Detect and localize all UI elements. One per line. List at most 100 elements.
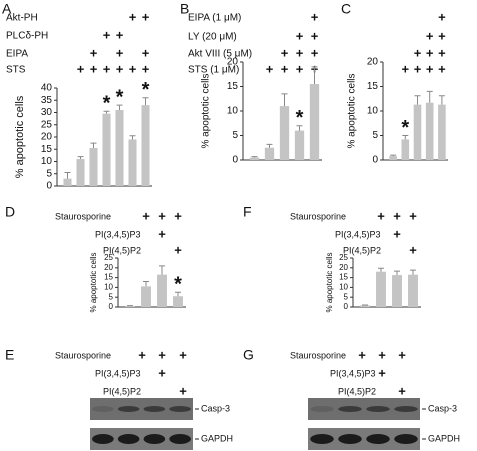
condition-mark: + <box>174 242 182 257</box>
error-bar <box>394 270 400 276</box>
condition-mark: + <box>179 383 187 398</box>
condition-label: PI(4,5)P2 <box>103 245 141 255</box>
bar <box>249 157 260 160</box>
error-bar <box>251 156 258 158</box>
y-tick-label: 40 <box>41 83 53 94</box>
condition-mark: + <box>142 45 150 60</box>
blot-band <box>143 406 166 412</box>
significance-star: * <box>401 117 409 139</box>
error-bar <box>402 135 409 140</box>
panel-label: G <box>243 347 254 363</box>
condition-mark: + <box>158 226 166 241</box>
condition-mark: + <box>414 45 422 60</box>
condition-mark: + <box>281 45 289 60</box>
condition-mark: + <box>129 9 137 24</box>
y-tick-label: 25 <box>104 253 113 262</box>
error-bar <box>142 97 149 106</box>
y-tick-label: 20 <box>104 263 113 272</box>
condition-label: Staurosporine <box>290 211 346 221</box>
condition-mark: + <box>296 28 304 43</box>
condition-mark: + <box>77 61 85 76</box>
condition-mark: + <box>398 347 406 362</box>
y-tick-label: 10 <box>367 106 379 117</box>
blot-strip <box>90 398 193 420</box>
condition-mark: + <box>296 45 304 60</box>
blot-strip <box>308 398 420 420</box>
y-tick-label: 5 <box>109 292 114 301</box>
condition-mark: + <box>174 208 182 223</box>
y-axis-label: % apoptotic cells <box>89 252 98 312</box>
condition-mark: + <box>142 61 150 76</box>
bar <box>115 110 124 186</box>
condition-mark: + <box>158 208 166 223</box>
blot-band <box>310 434 334 444</box>
bar <box>141 105 150 186</box>
condition-mark: + <box>158 365 166 380</box>
y-axis-label: % apoptotic cells <box>201 73 212 148</box>
condition-mark: + <box>90 45 98 60</box>
blot-band <box>338 406 362 412</box>
condition-mark: + <box>358 347 366 362</box>
error-bar <box>266 143 273 148</box>
condition-label: PLCδ-PH <box>6 31 48 42</box>
error-bar <box>426 90 433 103</box>
bar <box>128 139 137 186</box>
bar <box>389 156 397 160</box>
condition-label: Staurosporine <box>55 350 111 360</box>
condition-label: PI(4,5)P2 <box>338 386 376 396</box>
condition-label: PI(3,4,5)P3 <box>335 229 381 239</box>
condition-mark: + <box>116 45 124 60</box>
y-tick-label: 5 <box>344 292 349 301</box>
error-bar <box>390 154 397 157</box>
condition-label: PI(4,5)P2 <box>343 245 381 255</box>
y-tick-label: 25 <box>41 119 53 130</box>
bar <box>76 159 85 186</box>
condition-mark: + <box>129 61 137 76</box>
condition-label: STS <box>6 65 26 76</box>
y-axis-label: % apoptotic cells <box>325 252 334 312</box>
y-tick-label: 10 <box>41 156 53 167</box>
condition-label: Akt-PH <box>6 13 38 24</box>
condition-mark: + <box>393 208 401 223</box>
y-tick-label: 0 <box>232 155 238 166</box>
condition-label: EIPA <box>6 49 28 60</box>
condition-mark: + <box>90 61 98 76</box>
condition-label: STS (1 μM) <box>188 65 239 76</box>
condition-mark: + <box>138 347 146 362</box>
condition-mark: + <box>266 61 274 76</box>
condition-mark: + <box>426 61 434 76</box>
condition-mark: + <box>281 61 289 76</box>
condition-mark: + <box>311 45 319 60</box>
condition-mark: + <box>103 61 111 76</box>
y-axis-label: % apoptotic cells <box>14 95 26 178</box>
blot-band <box>92 406 114 412</box>
condition-mark: + <box>378 347 386 362</box>
blot-band <box>366 434 390 444</box>
significance-star: * <box>174 274 182 296</box>
condition-label: Staurosporine <box>290 350 346 360</box>
significance-star: * <box>116 86 124 108</box>
error-bar <box>438 95 445 105</box>
y-tick-label: 25 <box>339 253 348 262</box>
condition-mark: + <box>409 242 417 257</box>
condition-mark: + <box>398 383 406 398</box>
error-bar <box>410 269 416 275</box>
condition-mark: + <box>414 61 422 76</box>
bar <box>89 148 98 186</box>
condition-mark: + <box>378 365 386 380</box>
y-tick-label: 0 <box>46 181 52 192</box>
y-tick-label: 10 <box>227 106 239 117</box>
bar <box>438 104 446 160</box>
y-tick-label: 20 <box>367 57 379 68</box>
error-bar <box>311 66 318 85</box>
bar <box>309 84 320 160</box>
bar <box>392 275 402 307</box>
blot-strip <box>90 428 193 450</box>
blot-band <box>394 434 418 444</box>
bar <box>413 104 422 160</box>
bar <box>279 106 290 160</box>
y-tick-label: 20 <box>41 132 53 143</box>
blot-band <box>117 406 140 412</box>
condition-label: PI(3,4,5)P3 <box>95 368 141 378</box>
error-bar <box>90 142 97 149</box>
